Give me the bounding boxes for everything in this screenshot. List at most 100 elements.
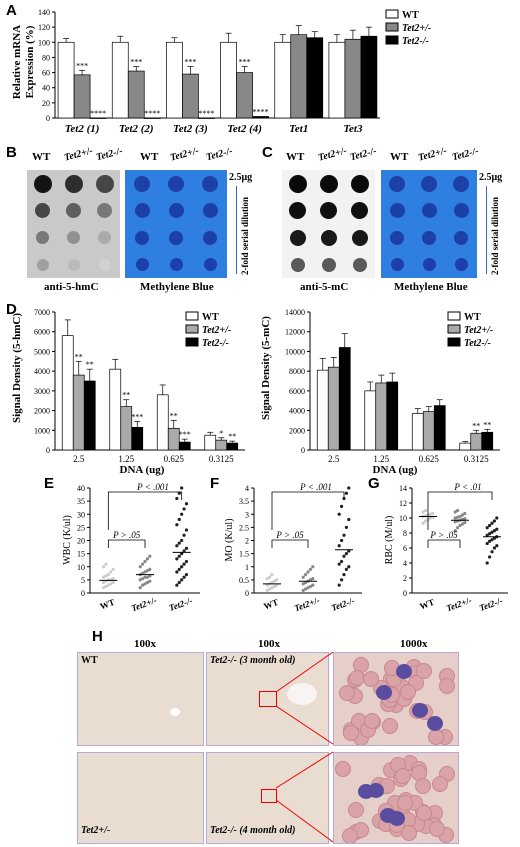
e-point bbox=[177, 541, 181, 545]
g-point bbox=[453, 516, 457, 520]
blot-spot bbox=[64, 174, 83, 193]
e-x-label: WT bbox=[99, 597, 117, 612]
blot-spot bbox=[289, 202, 306, 219]
e-point bbox=[182, 533, 186, 537]
b-amount: 2.5μg bbox=[229, 172, 253, 183]
f-point bbox=[306, 586, 310, 590]
blot-spot bbox=[33, 174, 52, 193]
e-point bbox=[148, 574, 152, 578]
d-right-legend-wt: WT bbox=[464, 312, 481, 323]
panel-d-charts: 01000200030004000500060007000****2.5****… bbox=[11, 308, 500, 476]
g-point bbox=[492, 519, 496, 523]
f-point bbox=[304, 580, 308, 585]
c-header: WT Tet2+/- Tet2-/- WT Tet2+/- Tet2-/- bbox=[276, 145, 516, 169]
e-point bbox=[145, 575, 149, 579]
blot-spot bbox=[390, 258, 404, 271]
f-point bbox=[308, 584, 312, 589]
bar bbox=[109, 368, 122, 451]
f-point bbox=[308, 578, 312, 582]
bar bbox=[422, 411, 435, 451]
g-point bbox=[488, 532, 492, 536]
a-x-label: Tet1 bbox=[289, 123, 308, 135]
e-point bbox=[145, 580, 149, 585]
significance-label: ** bbox=[86, 360, 94, 369]
y-tick-label: 20 bbox=[42, 99, 50, 108]
e-point bbox=[182, 562, 186, 566]
y-tick-label: 2000 bbox=[289, 426, 305, 435]
leukocyte bbox=[411, 702, 428, 718]
y-tick-label: 2000 bbox=[34, 407, 50, 416]
f-y-tick-label: 0 bbox=[245, 589, 249, 598]
d-left-ylabel: Signal Density (5-hmC) bbox=[11, 313, 23, 423]
bar bbox=[306, 37, 324, 119]
g-point bbox=[463, 520, 467, 525]
e-point bbox=[104, 584, 108, 589]
d-left-x-tick: 2.5 bbox=[73, 454, 85, 464]
bar bbox=[226, 442, 239, 451]
g-point bbox=[490, 550, 494, 554]
g-point bbox=[453, 529, 457, 533]
e-point bbox=[148, 567, 152, 571]
blot-spot bbox=[320, 229, 337, 246]
bar bbox=[89, 117, 107, 119]
g-p-low: P > .05 bbox=[429, 530, 458, 540]
blot-spot bbox=[169, 230, 183, 245]
bar bbox=[338, 347, 351, 451]
red-blood-cell bbox=[363, 671, 380, 688]
f-x-label: WT bbox=[262, 597, 280, 612]
bar bbox=[167, 427, 180, 451]
blot-spot bbox=[421, 203, 437, 218]
blot-spot bbox=[168, 175, 184, 192]
significance-label: ** bbox=[228, 432, 236, 441]
b-stain-right: Methylene Blue bbox=[140, 281, 214, 293]
bar bbox=[131, 426, 144, 451]
b-blot-methylene bbox=[125, 170, 227, 278]
e-y-tick-label: 25 bbox=[77, 523, 85, 532]
panel-label-b: B bbox=[6, 144, 17, 161]
red-blood-cell bbox=[429, 821, 446, 838]
panel-label-c: C bbox=[262, 144, 273, 161]
e-y-tick-label: 30 bbox=[77, 510, 85, 519]
red-blood-cell bbox=[342, 827, 359, 843]
g-y-tick-label: 6 bbox=[403, 544, 407, 553]
red-blood-cell bbox=[363, 712, 380, 729]
f-point bbox=[337, 583, 341, 587]
e-p-low: P > .05 bbox=[112, 530, 141, 540]
g-y-tick-label: 2 bbox=[403, 574, 407, 583]
b-header-ko-2: Tet2-/- bbox=[205, 145, 234, 164]
e-point bbox=[143, 570, 147, 574]
c-amount: 2.5μg bbox=[479, 172, 503, 183]
y-tick-label: 3000 bbox=[34, 387, 50, 396]
g-point bbox=[492, 529, 496, 533]
e-point bbox=[175, 544, 179, 548]
a-legend-ko: Tet2-/- bbox=[402, 36, 429, 47]
bar bbox=[236, 72, 253, 119]
significance-label: *** bbox=[239, 58, 251, 67]
g-y-tick-label: 12 bbox=[399, 499, 407, 508]
blot-spot bbox=[169, 258, 183, 271]
significance-label: **** bbox=[198, 109, 214, 118]
d-left-legend-het: Tet2+/- bbox=[202, 325, 231, 336]
g-x-label: Tet2+/- bbox=[445, 595, 473, 613]
panel-label-d: D bbox=[6, 301, 17, 318]
f-point bbox=[347, 517, 351, 522]
e-point bbox=[101, 565, 106, 569]
blot-spot bbox=[36, 231, 49, 244]
e-point bbox=[111, 576, 115, 581]
significance-label: *** bbox=[130, 58, 142, 67]
y-tick-label: 4000 bbox=[289, 407, 305, 416]
blot-spot bbox=[134, 203, 150, 218]
d-left-legend-wt: WT bbox=[202, 312, 219, 323]
a-legend-het: Tet2+/- bbox=[402, 23, 431, 34]
e-point bbox=[184, 559, 189, 564]
bar bbox=[470, 432, 483, 451]
f-point bbox=[340, 559, 344, 564]
d-left-x-tick: 1.25 bbox=[118, 454, 134, 464]
c-header-wt-2: WT bbox=[390, 151, 409, 163]
f-point bbox=[301, 582, 305, 586]
g-bracket-high bbox=[427, 491, 493, 530]
g-y-tick-label: 4 bbox=[403, 559, 407, 568]
d-left-x-tick: 0.3125 bbox=[209, 454, 234, 464]
h-image-wt: WT bbox=[77, 652, 204, 746]
